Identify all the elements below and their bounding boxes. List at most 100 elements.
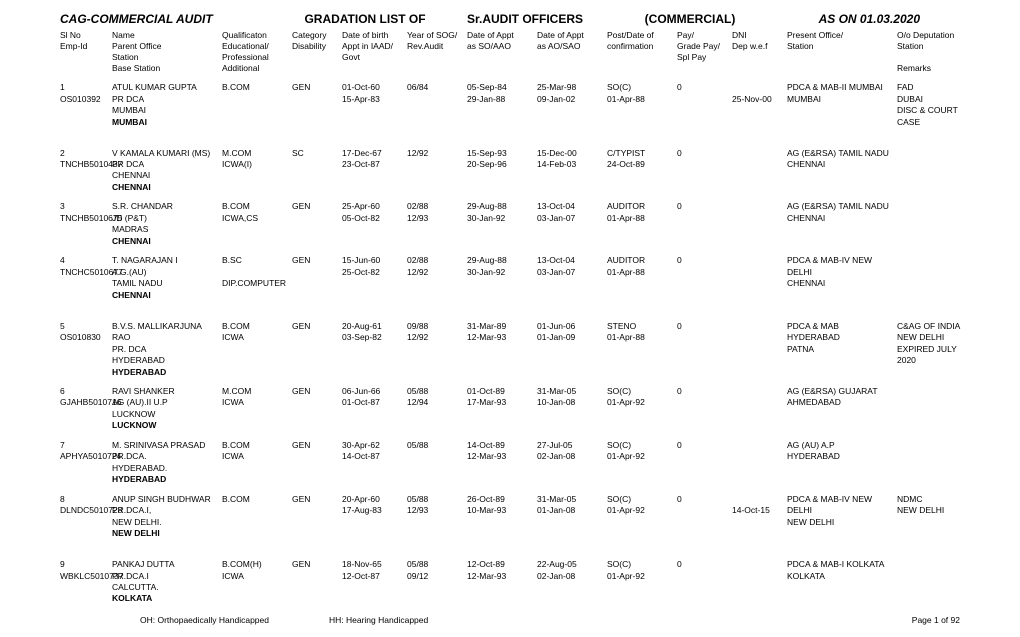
cell: 0 xyxy=(677,559,732,605)
cell: 06-Jun-6601-Oct-87 xyxy=(342,386,407,432)
cell: T. NAGARAJAN IA.G.(AU)TAMIL NADUCHENNAI xyxy=(112,255,222,312)
col-header: Year of SOG/Rev.Audit xyxy=(407,30,467,74)
cell: 0 xyxy=(677,255,732,312)
cell: 0 xyxy=(677,148,732,194)
cell: AG (AU) A.PHYDERABAD xyxy=(787,440,897,486)
cell: B.COMICWA xyxy=(222,440,292,486)
cell: B.COM xyxy=(222,82,292,139)
cell: PANKAJ DUTTAPR.DCA.ICALCUTTA.KOLKATA xyxy=(112,559,222,605)
cell: 20-Apr-6017-Aug-83 xyxy=(342,494,407,551)
cell: 05/8812/93 xyxy=(407,494,467,551)
cell: AG (E&RSA) GUJARATAHMEDABAD xyxy=(787,386,897,432)
cell: STENO01-Apr-88 xyxy=(607,321,677,378)
cell: SO(C)01-Apr-88 xyxy=(607,82,677,139)
cell: 0 xyxy=(677,440,732,486)
cell xyxy=(732,386,787,432)
cell: 25-Mar-9809-Jan-02 xyxy=(537,82,607,139)
footer-page: Page 1 of 92 xyxy=(912,615,960,625)
cell: 09/8812/92 xyxy=(407,321,467,378)
cell: 13-Oct-0403-Jan-07 xyxy=(537,201,607,247)
cell: AUDITOR01-Apr-88 xyxy=(607,255,677,312)
cell: V KAMALA KUMARI (MS)PR DCACHENNAICHENNAI xyxy=(112,148,222,194)
cell: PDCA & MAB-I KOLKATAKOLKATA xyxy=(787,559,897,605)
header-right: AS ON 01.03.2020 xyxy=(770,12,920,26)
cell: 7APHYA5010724 xyxy=(60,440,112,486)
footer-hh: HH: Hearing Handicapped xyxy=(329,615,428,625)
cell: 17-Dec-6723-Oct-87 xyxy=(342,148,407,194)
cell: AG (E&RSA) TAMIL NADUCHENNAI xyxy=(787,148,897,194)
data-row: 9WBKLC5010737 PANKAJ DUTTAPR.DCA.ICALCUT… xyxy=(60,559,960,605)
cell xyxy=(897,559,967,605)
cell: 31-Mar-0501-Jan-08 xyxy=(537,494,607,551)
cell: 20-Aug-6103-Sep-82 xyxy=(342,321,407,378)
cell: 6GJAHB5010716 xyxy=(60,386,112,432)
col-header: Date of Apptas AO/SAO xyxy=(537,30,607,74)
cell: 15-Dec-0014-Feb-03 xyxy=(537,148,607,194)
cell: 5OS010830 xyxy=(60,321,112,378)
cell: 05/88 xyxy=(407,440,467,486)
cell: B.COM xyxy=(222,494,292,551)
data-row: 2TNCHB5010437 V KAMALA KUMARI (MS)PR DCA… xyxy=(60,148,960,194)
cell: GEN xyxy=(292,255,342,312)
data-row: 6GJAHB5010716 RAVI SHANKERAG (AU).II U.P… xyxy=(60,386,960,432)
col-header: DNIDep w.e.f xyxy=(732,30,787,74)
cell: GEN xyxy=(292,440,342,486)
cell: 4TNCHC5010677 xyxy=(60,255,112,312)
header-left: CAG-COMMERCIAL AUDIT xyxy=(60,12,290,26)
cell: 13-Oct-0403-Jan-07 xyxy=(537,255,607,312)
col-header: NameParent OfficeStationBase Station xyxy=(112,30,222,74)
cell: 0 xyxy=(677,386,732,432)
cell: 01-Oct-8917-Mar-93 xyxy=(467,386,537,432)
col-header: Date of Apptas SO/AAO xyxy=(467,30,537,74)
cell xyxy=(897,440,967,486)
cell xyxy=(732,440,787,486)
cell: B.SC DIP.COMPUTER xyxy=(222,255,292,312)
cell: 29-Aug-8830-Jan-92 xyxy=(467,255,537,312)
cell: C/TYPIST24-Oct-89 xyxy=(607,148,677,194)
cell: 0 xyxy=(677,82,732,139)
cell: 29-Aug-8830-Jan-92 xyxy=(467,201,537,247)
cell: 22-Aug-0502-Jan-08 xyxy=(537,559,607,605)
cell: NDMCNEW DELHI xyxy=(897,494,967,551)
cell xyxy=(732,321,787,378)
cell: 12-Oct-8912-Mar-93 xyxy=(467,559,537,605)
cell: B.COMICWA,CS xyxy=(222,201,292,247)
cell: ATUL KUMAR GUPTAPR DCAMUMBAIMUMBAI xyxy=(112,82,222,139)
cell: PDCA & MAB-IV NEW DELHICHENNAI xyxy=(787,255,897,312)
col-header: QualificatonEducational/ProfessionalAddi… xyxy=(222,30,292,74)
cell: GEN xyxy=(292,82,342,139)
cell: 27-Jul-0502-Jan-08 xyxy=(537,440,607,486)
data-row: 8DLNDC5010728 ANUP SINGH BUDHWARPR.DCA.I… xyxy=(60,494,960,551)
cell: M.COMICWA xyxy=(222,386,292,432)
cell: GEN xyxy=(292,494,342,551)
header-mid1: GRADATION LIST OF xyxy=(290,12,440,26)
cell: SO(C)01-Apr-92 xyxy=(607,386,677,432)
col-header: Pay/Grade Pay/Spl Pay xyxy=(677,30,732,74)
cell: 1OS010392 xyxy=(60,82,112,139)
data-row: 3TNCHB5010675 S.R. CHANDARJD (P&T)MADRAS… xyxy=(60,201,960,247)
cell: 0 xyxy=(677,321,732,378)
col-header: Present Office/Station xyxy=(787,30,897,74)
cell xyxy=(732,201,787,247)
col-header: Date of birthAppt in IAAD/Govt xyxy=(342,30,407,74)
cell: 05/8812/94 xyxy=(407,386,467,432)
cell: 01-Jun-0601-Jan-09 xyxy=(537,321,607,378)
cell: PDCA & MAB HYDERABADPATNA xyxy=(787,321,897,378)
cell: C&AG OF INDIANEW DELHIEXPIRED JULY 2020 xyxy=(897,321,967,378)
cell: 14-Oct-8912-Mar-93 xyxy=(467,440,537,486)
cell: 05/8809/12 xyxy=(407,559,467,605)
cell: PDCA & MAB-IV NEW DELHINEW DELHI xyxy=(787,494,897,551)
data-row: 5OS010830 B.V.S. MALLIKARJUNA RAOPR. DCA… xyxy=(60,321,960,378)
col-header: Sl NoEmp-Id xyxy=(60,30,112,74)
cell: AG (E&RSA) TAMIL NADUCHENNAI xyxy=(787,201,897,247)
cell xyxy=(897,255,967,312)
cell: GEN xyxy=(292,386,342,432)
cell: SC xyxy=(292,148,342,194)
page-footer: OH: Orthopaedically Handicapped HH: Hear… xyxy=(60,615,960,625)
cell: M. SRINIVASA PRASADPR.DCA.HYDERABAD.HYDE… xyxy=(112,440,222,486)
cell: 25-Apr-6005-Oct-82 xyxy=(342,201,407,247)
cell: AUDITOR01-Apr-88 xyxy=(607,201,677,247)
cell: 25-Nov-00 xyxy=(732,82,787,139)
cell: 8DLNDC5010728 xyxy=(60,494,112,551)
cell: SO(C)01-Apr-92 xyxy=(607,494,677,551)
